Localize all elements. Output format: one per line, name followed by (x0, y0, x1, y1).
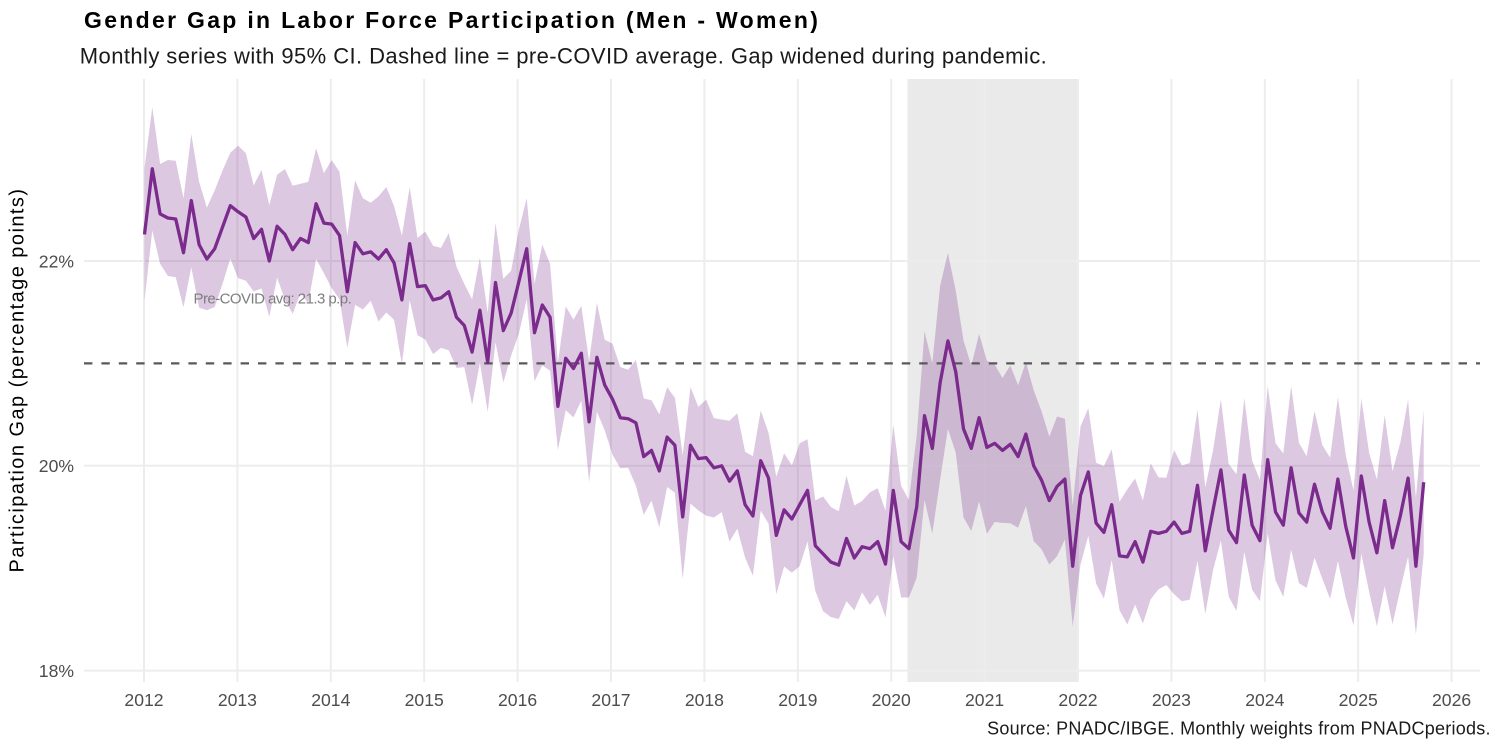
svg-text:2018: 2018 (685, 690, 724, 710)
svg-text:2023: 2023 (1152, 690, 1191, 710)
svg-text:Participation Gap (percentage: Participation Gap (percentage points) (7, 188, 29, 573)
svg-text:Pre-COVID avg: 21.3 p.p.: Pre-COVID avg: 21.3 p.p. (194, 290, 352, 307)
svg-text:Monthly series with 95% CI. Da: Monthly series with 95% CI. Dashed line … (80, 44, 1047, 69)
svg-text:2024: 2024 (1245, 690, 1284, 710)
svg-text:2014: 2014 (311, 690, 350, 710)
svg-text:2020: 2020 (872, 690, 911, 710)
svg-text:2015: 2015 (405, 690, 444, 710)
svg-text:2022: 2022 (1058, 690, 1097, 710)
svg-text:22%: 22% (39, 251, 75, 271)
svg-text:20%: 20% (39, 456, 75, 476)
svg-text:2019: 2019 (778, 690, 817, 710)
svg-text:2021: 2021 (965, 690, 1004, 710)
svg-text:2013: 2013 (218, 690, 257, 710)
svg-text:Gender Gap in Labor Force Part: Gender Gap in Labor Force Participation … (84, 7, 820, 33)
svg-text:2012: 2012 (124, 690, 163, 710)
svg-text:2026: 2026 (1432, 690, 1471, 710)
svg-text:2016: 2016 (498, 690, 537, 710)
svg-text:18%: 18% (39, 661, 75, 681)
svg-text:2025: 2025 (1339, 690, 1378, 710)
svg-text:2017: 2017 (591, 690, 630, 710)
svg-text:Source: PNADC/IBGE. Monthly we: Source: PNADC/IBGE. Monthly weights from… (987, 719, 1491, 739)
